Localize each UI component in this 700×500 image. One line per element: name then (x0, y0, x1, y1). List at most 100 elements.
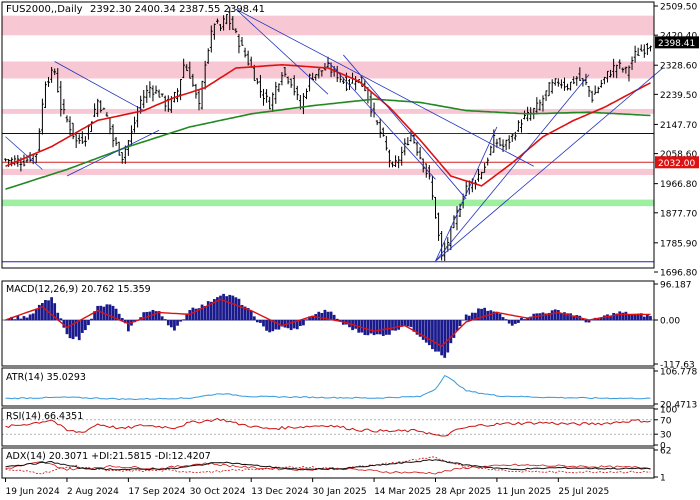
macd-bar (237, 298, 241, 321)
macd-bar (163, 319, 167, 321)
macd-bar (434, 319, 437, 352)
macd-bar (111, 305, 115, 321)
price-axis-tick-label: 2509.50 (660, 3, 697, 13)
macd-bar (108, 304, 112, 321)
macd-bar (305, 319, 308, 321)
macd-bar (415, 319, 419, 335)
date-tick-label: 17 Sep 2024 (128, 487, 185, 497)
macd-bar (25, 317, 29, 321)
macd-bar (569, 313, 572, 321)
macd-bar (93, 311, 96, 321)
macd-bar (369, 319, 373, 334)
level-tag-text: 2032.00 (658, 159, 695, 169)
macd-bar (556, 310, 560, 321)
macd-bar (252, 316, 256, 321)
macd-bar (274, 319, 278, 330)
macd-bar (397, 319, 401, 330)
macd-bar (271, 319, 275, 332)
rsi-axis-tick-label: 70 (660, 416, 672, 426)
atr-line (5, 374, 651, 401)
price-axis-tick-label: 1877.70 (660, 209, 697, 219)
macd-bar (96, 305, 100, 321)
macd-bar (169, 319, 173, 328)
macd-bar (219, 295, 222, 321)
main-title: FUS2000,,Daily (6, 4, 83, 15)
macd-bar (99, 305, 103, 321)
date-tick-label: 11 Jun 2025 (497, 487, 551, 497)
macd-bar (77, 319, 81, 341)
macd-bar (538, 313, 542, 321)
macd-bar (332, 314, 336, 321)
rsi-axis-tick-label: 0 (660, 442, 666, 452)
macd-bar (126, 319, 130, 332)
macd-bar (427, 319, 431, 346)
macd-bar (443, 319, 447, 358)
macd-bar (606, 314, 609, 321)
macd-bar (71, 319, 75, 340)
macd-bar (363, 319, 367, 336)
level-tag: 2032.00 (655, 156, 699, 169)
ma-slow-line (5, 98, 651, 190)
trend-line (327, 61, 436, 180)
macd-bar (418, 319, 422, 337)
rsi-series-line (5, 417, 651, 437)
macd-bar (68, 319, 72, 339)
zone-band (2, 15, 654, 36)
price-axis-tick-label: 2058.60 (660, 150, 697, 160)
macd-bar (547, 312, 551, 321)
macd-bar (34, 308, 38, 321)
price-axis-tick-label: 2239.50 (660, 91, 697, 101)
macd-bar (489, 310, 493, 321)
macd-bar (160, 316, 164, 321)
adx-axis-tick-label: 1 (660, 474, 666, 484)
last-price-tag-bg (655, 36, 699, 49)
date-tick-label: 14 Mar 2025 (374, 487, 431, 497)
macd-bar (19, 318, 23, 321)
macd-bar (265, 319, 268, 331)
macd-bar (381, 319, 385, 336)
trend-line (435, 67, 664, 262)
macd-bar (424, 319, 428, 343)
macd-bar (553, 309, 557, 321)
macd-bar (529, 316, 533, 321)
level-tag-bg (655, 156, 699, 169)
macd-label: MACD(12,26,9) 20.762 15.359 (6, 284, 151, 295)
macd-bar (283, 319, 287, 328)
macd-bar (550, 310, 554, 321)
macd-bar (483, 307, 487, 321)
macd-bar (449, 319, 453, 344)
macd-bar (50, 297, 53, 321)
trend-line (5, 136, 43, 170)
macd-bar (452, 319, 456, 338)
macd-bar (458, 319, 462, 326)
macd-bar (378, 319, 382, 335)
macd-bar (375, 319, 379, 335)
price-axis-tick-label: 2328.60 (660, 62, 697, 72)
macd-bar (182, 319, 186, 321)
price-axis-tick-label: 1785.90 (660, 239, 697, 249)
atr-axis: 106.778 20.4713 (654, 368, 697, 411)
macd-bar (596, 318, 600, 321)
macd-bar (188, 310, 192, 321)
macd-bar (477, 308, 480, 321)
macd-bar (87, 319, 90, 326)
macd-bar (74, 319, 78, 337)
macd-bar (268, 319, 272, 333)
macd-bar (212, 299, 216, 321)
macd-bar (59, 318, 63, 321)
macd-bar (320, 312, 324, 321)
macd-bar (599, 317, 603, 321)
macd-bar (53, 303, 57, 321)
date-tick-label: 2 Aug 2024 (67, 487, 119, 497)
macd-bar (627, 314, 631, 321)
macd-bar (541, 312, 545, 321)
ma-fast-line (5, 63, 651, 187)
macd-frame (1, 280, 655, 367)
macd-bar (464, 314, 468, 321)
macd-bar (22, 316, 26, 321)
macd-bar (302, 319, 305, 326)
last-price-tag-text: 2398.41 (658, 39, 695, 49)
macd-bar (154, 311, 158, 321)
zone-band (2, 61, 654, 79)
